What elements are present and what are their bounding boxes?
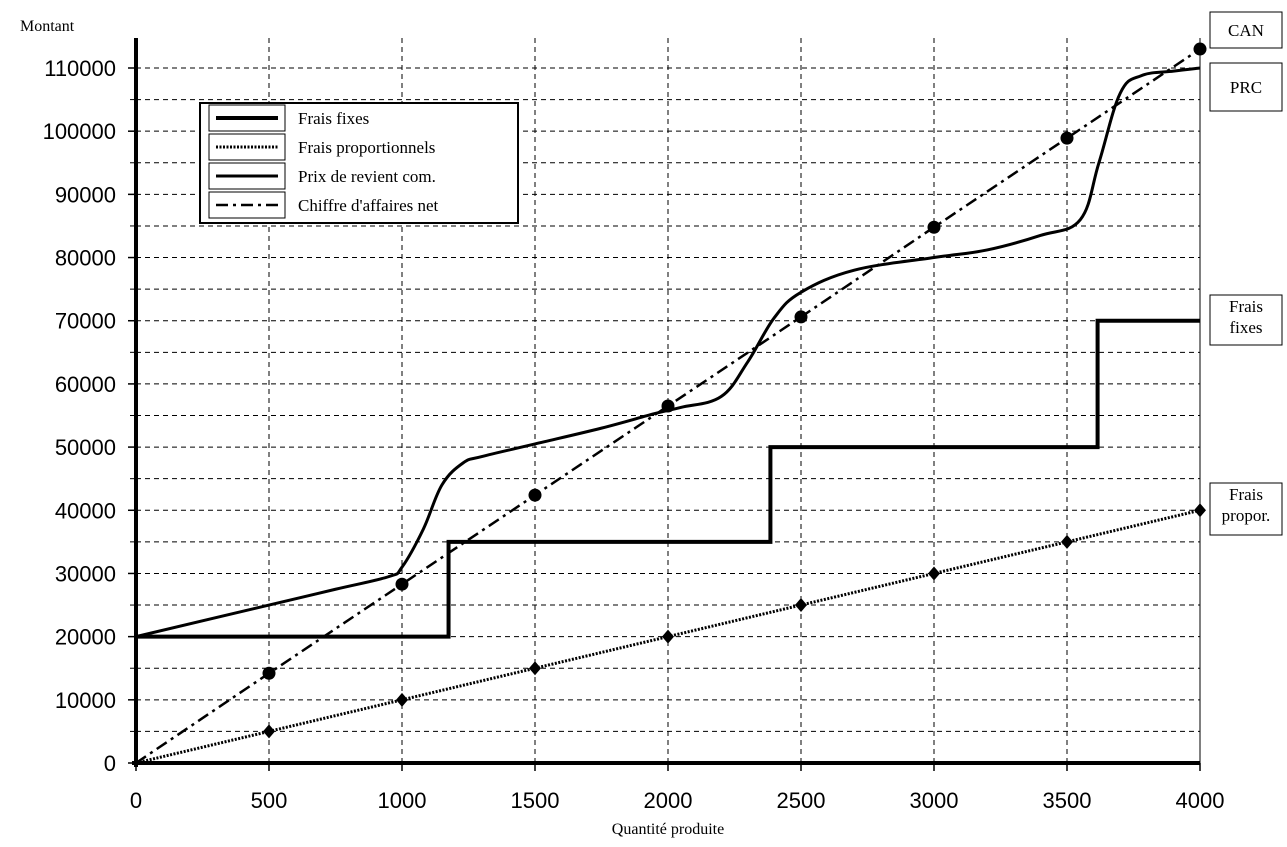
markers-layer [262, 42, 1207, 739]
series-prix-de-revient-com-line [135, 66, 1201, 639]
end-label-box [1209, 11, 1283, 49]
series-frais-fixes-line [136, 318, 1200, 639]
end-label-box [1209, 294, 1283, 346]
y-tick-label: 100000 [43, 119, 116, 144]
end-label-text: CAN [1228, 21, 1264, 40]
legend-label: Chiffre d'affaires net [298, 196, 439, 215]
series-frais-proportionnels-point [928, 566, 940, 581]
y-tick-label: 0 [104, 751, 116, 776]
y-tick-label: 20000 [55, 625, 116, 650]
y-tick-label: 10000 [55, 688, 116, 713]
legend-item-frais-fixes: Frais fixes [208, 104, 369, 132]
x-tick-label: 3500 [1043, 788, 1092, 813]
end-label-prix-de-revient-com: PRC [1209, 62, 1283, 112]
y-tick-label: 70000 [55, 309, 116, 334]
end-label-text: Frais [1229, 485, 1263, 504]
series-frais-proportionnels-point [1061, 534, 1073, 549]
series-frais-proportionnels-point [795, 598, 807, 613]
series-chiffre-d-affaires-net-point [528, 488, 542, 502]
legend-item-chiffre-d-affaires-net: Chiffre d'affaires net [208, 191, 439, 219]
series-chiffre-d-affaires-net-point [262, 666, 276, 680]
x-tick-label: 2500 [777, 788, 826, 813]
legend-label: Frais proportionnels [298, 138, 435, 157]
end-label-frais-fixes: Frais fixes [1209, 294, 1283, 346]
x-tick-label: 2000 [644, 788, 693, 813]
x-tick-label: 3000 [910, 788, 959, 813]
end-label-box [1209, 482, 1283, 536]
y-tick-label: 80000 [55, 246, 116, 271]
series-frais-proportionnels-point [1194, 503, 1206, 518]
legend-item-prix-de-revient-com: Prix de revient com. [208, 162, 436, 190]
end-label-frais-proportionnels: Frais propor. [1209, 482, 1283, 536]
x-tick-label: 1500 [511, 788, 560, 813]
end-label-text: Frais [1229, 297, 1263, 316]
y-tick-label: 60000 [55, 372, 116, 397]
end-label-box [1209, 62, 1283, 112]
legend-item-frais-proportionnels: Frais proportionnels [208, 133, 435, 161]
end-labels: CAN PRC Frais fixes Frais propor. [1209, 11, 1283, 536]
y-tick-label: 90000 [55, 182, 116, 207]
y-tick-label: 50000 [55, 435, 116, 460]
y-tick-label: 110000 [44, 56, 116, 81]
legend-label: Prix de revient com. [298, 167, 436, 186]
grid [136, 38, 1201, 763]
legend-label: Frais fixes [298, 109, 369, 128]
series-chiffre-d-affaires-net-point [927, 220, 941, 234]
x-tick-label: 4000 [1176, 788, 1225, 813]
y-tick-label: 30000 [55, 561, 116, 586]
axes [128, 38, 1201, 771]
end-label-text: fixes [1229, 318, 1262, 337]
y-tick-label: 40000 [55, 498, 116, 523]
series-frais-proportionnels-point [396, 692, 408, 707]
legend: Frais fixes Frais proportionnels Prix de r… [199, 102, 519, 224]
end-label-text: propor. [1222, 506, 1271, 525]
end-label-text: PRC [1230, 78, 1262, 97]
series-frais-proportionnels-point [662, 629, 674, 644]
x-tick-label: 1000 [378, 788, 427, 813]
series-chiffre-d-affaires-net-point [1193, 42, 1207, 56]
tick-labels: 0100002000030000400005000060000700008000… [43, 56, 1225, 813]
series-chiffre-d-affaires-net-point [395, 577, 409, 591]
x-axis-title: Quantité produite [612, 821, 724, 838]
x-tick-label: 0 [130, 788, 142, 813]
y-axis-title: Montant [20, 18, 75, 35]
series-frais-proportionnels-point [529, 661, 541, 676]
series-chiffre-d-affaires-net-point [1060, 131, 1074, 145]
series-chiffre-d-affaires-net-point [794, 310, 808, 324]
end-label-chiffre-d-affaires-net: CAN [1209, 11, 1283, 49]
series-chiffre-d-affaires-net-point [661, 399, 675, 413]
series-chiffre-d-affaires-net-line [135, 48, 1201, 765]
x-tick-label: 500 [251, 788, 288, 813]
series-frais-proportionnels-point [263, 724, 275, 739]
